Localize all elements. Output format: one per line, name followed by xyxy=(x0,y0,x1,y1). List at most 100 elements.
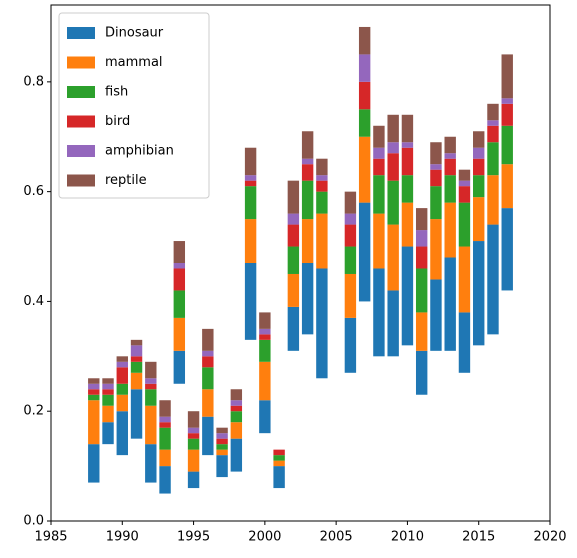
bar-segment xyxy=(415,268,428,313)
bar-segment xyxy=(444,153,456,159)
bar-segment xyxy=(458,202,471,247)
bar-segment xyxy=(387,180,399,225)
bar-segment xyxy=(401,142,414,148)
bar-segment xyxy=(501,98,513,104)
legend-label: reptile xyxy=(105,173,147,188)
bar-segment xyxy=(202,350,214,357)
bar-segment xyxy=(501,208,513,291)
bar-segment xyxy=(373,268,385,357)
bar-segment xyxy=(487,175,499,225)
bar-segment xyxy=(415,246,428,269)
bar-segment xyxy=(301,164,314,181)
bar-segment xyxy=(430,142,442,165)
bar-segment xyxy=(116,367,128,384)
bar-segment xyxy=(88,394,100,401)
bar-segment xyxy=(116,394,128,412)
bar-segment xyxy=(130,372,143,390)
legend-swatch xyxy=(67,27,95,39)
plot-frame xyxy=(50,4,551,522)
bar-segment xyxy=(344,224,357,247)
bar-segment xyxy=(145,383,157,390)
bar-segment xyxy=(187,449,200,472)
bar-segment xyxy=(358,136,371,203)
bar-segment xyxy=(316,191,328,214)
bar-segment xyxy=(202,328,214,351)
bar-segment xyxy=(102,394,114,406)
bar-segment xyxy=(102,405,114,423)
bar-segment xyxy=(458,246,471,313)
bar-segment xyxy=(216,455,228,478)
bar-segment xyxy=(387,114,399,143)
bar-segment xyxy=(259,312,271,329)
bar-segment xyxy=(287,273,300,307)
bar-segment xyxy=(301,180,314,220)
bar-segment xyxy=(145,361,157,379)
x-tick-label: 2010 xyxy=(391,530,424,545)
bar-segment xyxy=(202,389,214,417)
bar-segment xyxy=(358,81,371,110)
bar-segment xyxy=(316,175,328,181)
bar-segment xyxy=(244,186,257,220)
bar-segment xyxy=(259,400,271,434)
bar-segment xyxy=(130,389,143,439)
bar-segment xyxy=(387,142,399,154)
legend-swatch xyxy=(67,115,95,128)
bar-segment xyxy=(373,147,385,159)
bar-segment xyxy=(230,438,243,472)
bar-segment xyxy=(216,438,228,445)
bar-segment xyxy=(501,54,513,99)
bar-segment xyxy=(259,339,271,362)
bar-segment xyxy=(344,317,357,373)
bar-segment xyxy=(401,202,414,247)
bar-segment xyxy=(88,378,100,384)
bar-segment xyxy=(273,449,285,456)
bar-segment xyxy=(501,164,513,209)
bar-segment xyxy=(358,26,371,55)
bar-segment xyxy=(444,257,456,351)
bar-segment xyxy=(473,158,485,176)
bar-segment xyxy=(444,136,456,154)
y-tick-label: 0.8 xyxy=(23,74,44,89)
bar-segment xyxy=(401,114,414,143)
bar-segment xyxy=(230,389,243,401)
bar-segment xyxy=(116,361,128,368)
x-tick-label: 1990 xyxy=(106,530,139,545)
bar-segment xyxy=(173,350,186,384)
bar-segment xyxy=(259,334,271,340)
bar-segment xyxy=(415,230,428,247)
bar-segment xyxy=(230,405,243,412)
bar-segment xyxy=(430,186,442,220)
bar-segment xyxy=(358,202,371,302)
bar-segment xyxy=(430,279,442,351)
legend-label: bird xyxy=(105,114,130,129)
bar-segment xyxy=(173,290,186,318)
bar-segment xyxy=(358,109,371,137)
bar-segment xyxy=(387,290,399,357)
bar-segment xyxy=(487,125,499,143)
bar-segment xyxy=(316,180,328,192)
bar-segment xyxy=(415,208,428,231)
bar-segment xyxy=(159,422,171,428)
bar-segment xyxy=(259,328,271,335)
bar-segment xyxy=(344,213,357,225)
x-tick-label: 2005 xyxy=(320,530,353,545)
bar-segment xyxy=(387,224,399,291)
bar-segment xyxy=(230,400,243,406)
bar-segment xyxy=(216,444,228,450)
bar-segment xyxy=(130,339,143,346)
bar-segment xyxy=(458,186,471,203)
bar-segment xyxy=(116,411,128,456)
bar-segment xyxy=(173,263,186,269)
bar-segment xyxy=(415,312,428,351)
bar-segment xyxy=(202,367,214,390)
bar-segment xyxy=(102,389,114,395)
bar-segment xyxy=(344,191,357,214)
bar-segment xyxy=(316,268,328,379)
legend-swatch xyxy=(67,86,95,98)
bar-segment xyxy=(216,427,228,434)
bar-segment xyxy=(145,405,157,445)
bar-segment xyxy=(145,378,157,384)
bar-segment xyxy=(487,224,499,335)
y-tick-label: 0.6 xyxy=(23,184,44,199)
bar-segment xyxy=(130,356,143,362)
